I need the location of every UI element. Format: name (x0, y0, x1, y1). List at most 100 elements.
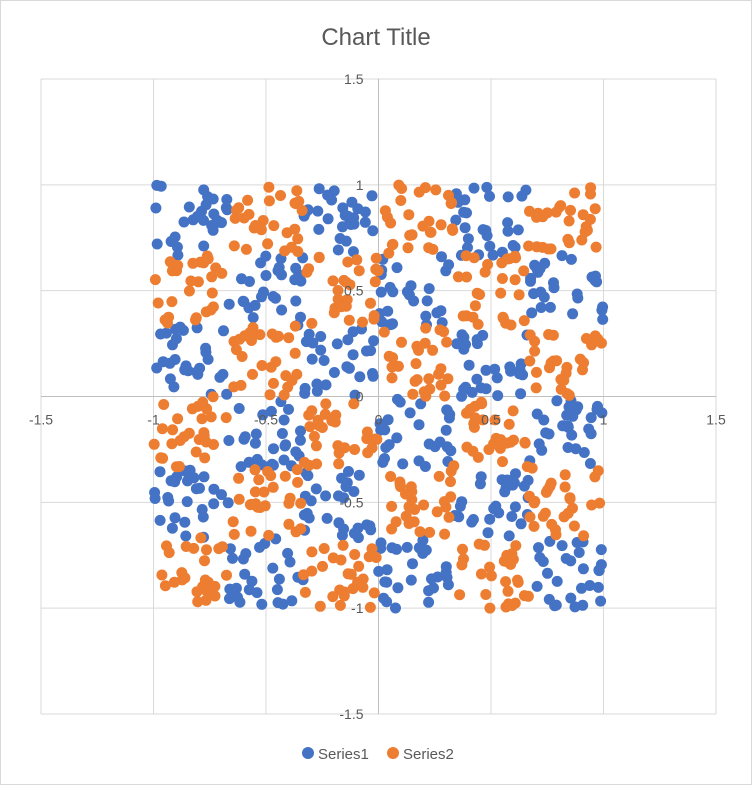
series2-point (289, 197, 301, 209)
series2-point (327, 591, 339, 603)
series1-point (595, 595, 607, 607)
series2-point (176, 574, 188, 586)
series2-point (420, 322, 432, 334)
series2-point (299, 586, 311, 598)
series2-point (414, 526, 426, 538)
series1-point (311, 385, 323, 397)
series2-point (284, 492, 296, 504)
series2-point (228, 528, 240, 540)
series2-point (205, 304, 217, 316)
series1-point (441, 571, 453, 583)
series2-point (419, 337, 431, 349)
series2-point (245, 525, 257, 537)
series1-point (390, 602, 401, 614)
series2-point (435, 219, 447, 231)
series1-point (320, 379, 332, 391)
series1-point (405, 574, 417, 586)
series1-point (456, 496, 468, 508)
series2-point (368, 587, 380, 599)
series2-point (383, 247, 395, 259)
series2-point (564, 493, 576, 505)
series1-point (413, 419, 425, 431)
series1-point (544, 301, 556, 313)
series2-point (363, 551, 375, 563)
series2-point (268, 220, 280, 232)
series2-point (370, 252, 382, 264)
series2-point (148, 438, 160, 450)
series2-point (446, 197, 458, 209)
series1-point (593, 564, 605, 576)
series1-point (502, 217, 514, 229)
series2-point (306, 546, 318, 558)
series2-point (395, 195, 407, 206)
series2-point (528, 520, 540, 532)
series1-point (179, 516, 191, 528)
series2-point (505, 319, 517, 331)
series2-point (289, 223, 301, 235)
series1-point (294, 434, 306, 446)
legend-label-series2: Series2 (403, 746, 454, 763)
series2-point (530, 382, 542, 394)
series2-point (447, 224, 459, 236)
series2-point (332, 440, 344, 452)
axes (41, 79, 716, 714)
series1-point (474, 478, 486, 490)
series1-point (423, 596, 435, 608)
series2-point (502, 585, 514, 597)
series1-point (276, 269, 287, 281)
x-tick-label: -1 (147, 412, 160, 428)
series2-point (326, 415, 338, 427)
series2-point (351, 254, 363, 266)
series2-point (200, 594, 212, 606)
series1-point (154, 466, 166, 478)
series1-point (361, 519, 373, 531)
series1-point (342, 334, 354, 346)
series1-point (233, 403, 245, 414)
series1-point (526, 307, 538, 319)
series1-point (290, 262, 302, 274)
series2-points (148, 179, 607, 614)
series2-point (586, 499, 598, 511)
series2-point (279, 470, 291, 482)
series2-point (423, 215, 435, 227)
series1-point (379, 453, 390, 464)
x-tick-label: 0.5 (481, 412, 501, 428)
series1-point (366, 190, 378, 202)
series1-point (278, 454, 290, 466)
series2-point (342, 568, 354, 580)
series1-point (247, 312, 259, 324)
series1-point (367, 370, 379, 382)
series2-point (498, 313, 509, 324)
series1-point (515, 518, 527, 530)
series2-point (385, 217, 397, 229)
series2-point (563, 215, 575, 227)
series2-point (291, 464, 303, 476)
series1-point (178, 216, 190, 228)
series2-point (369, 276, 381, 288)
series1-point (466, 386, 478, 398)
series1-point (534, 552, 546, 563)
series2-point (500, 576, 512, 588)
series1-point (391, 543, 402, 555)
series1-point (169, 512, 181, 524)
series1-point (570, 404, 582, 416)
series2-point (439, 528, 451, 540)
series1-point (349, 389, 361, 401)
series2-point (231, 204, 242, 216)
series1-point (426, 573, 437, 585)
series2-point (518, 265, 530, 277)
series1-point (249, 299, 261, 311)
series2-point (364, 601, 376, 613)
series2-point (292, 233, 304, 245)
series2-point (547, 329, 559, 341)
series1-point (170, 323, 182, 335)
series2-point (190, 312, 202, 324)
series2-point (156, 569, 168, 581)
series2-point (242, 194, 254, 206)
series2-point (313, 251, 325, 263)
series2-point (368, 313, 380, 325)
series2-point (306, 317, 318, 329)
series1-point (169, 354, 181, 365)
series2-point (228, 240, 240, 252)
series2-point (283, 518, 295, 530)
